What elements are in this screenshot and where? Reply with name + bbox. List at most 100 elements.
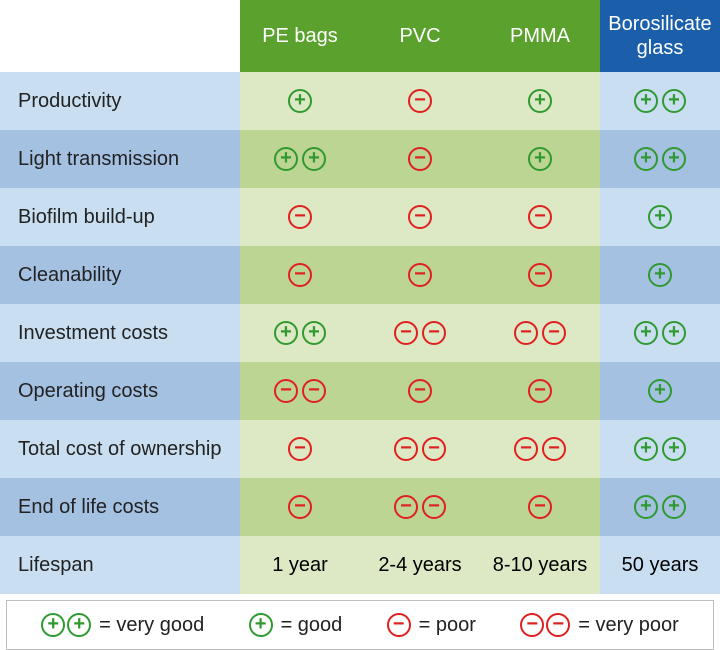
table-row: End of life costs <box>0 478 720 536</box>
minus-icon <box>528 495 552 519</box>
plus-icon <box>274 321 298 345</box>
minus-icon <box>394 321 418 345</box>
minus-icon <box>387 613 411 637</box>
col-header-pe: PE bags <box>240 0 360 72</box>
plus-icon <box>634 89 658 113</box>
minus-icon <box>528 205 552 229</box>
legend-label: = good <box>281 614 343 637</box>
plus-icon <box>41 613 65 637</box>
plus-icon <box>528 89 552 113</box>
col-header-pvc: PVC <box>360 0 480 72</box>
legend-label: = very poor <box>578 614 679 637</box>
cell-pe: 1 year <box>240 536 360 594</box>
plus-icon <box>662 321 686 345</box>
rating-plus <box>528 147 552 171</box>
row-label: Lifespan <box>0 536 240 594</box>
rating-minus_minus <box>514 321 566 345</box>
cell-pvc <box>360 72 480 130</box>
minus-icon <box>394 495 418 519</box>
rating-minus <box>387 613 411 637</box>
cell-pvc <box>360 130 480 188</box>
rating-minus_minus <box>520 613 570 637</box>
row-label: Biofilm build-up <box>0 188 240 246</box>
plus-icon <box>302 147 326 171</box>
col-header-pmma: PMMA <box>480 0 600 72</box>
row-label: End of life costs <box>0 478 240 536</box>
plus-icon <box>648 205 672 229</box>
minus-icon <box>288 495 312 519</box>
table-header-row: PE bagsPVCPMMABorosilicate glass <box>0 0 720 72</box>
rating-plus_plus <box>634 147 686 171</box>
rating-minus_minus <box>394 321 446 345</box>
rating-minus <box>408 263 432 287</box>
table-row: Investment costs <box>0 304 720 362</box>
cell-boro: 50 years <box>600 536 720 594</box>
rating-plus <box>648 205 672 229</box>
table-row: Operating costs <box>0 362 720 420</box>
rating-minus <box>288 437 312 461</box>
rating-plus <box>648 379 672 403</box>
cell-pvc <box>360 304 480 362</box>
rating-minus <box>408 379 432 403</box>
cell-boro <box>600 478 720 536</box>
cell-pvc <box>360 246 480 304</box>
cell-pmma <box>480 478 600 536</box>
plus-icon <box>634 321 658 345</box>
plus-icon <box>662 437 686 461</box>
minus-icon <box>408 379 432 403</box>
plus-icon <box>662 89 686 113</box>
cell-boro <box>600 246 720 304</box>
rating-plus <box>249 613 273 637</box>
minus-icon <box>288 205 312 229</box>
cell-pvc: 2-4 years <box>360 536 480 594</box>
cell-pmma <box>480 304 600 362</box>
minus-icon <box>408 263 432 287</box>
cell-pvc <box>360 420 480 478</box>
minus-icon <box>408 147 432 171</box>
cell-pmma <box>480 362 600 420</box>
minus-icon <box>542 321 566 345</box>
rating-plus_plus <box>274 147 326 171</box>
plus-icon <box>634 147 658 171</box>
minus-icon <box>302 379 326 403</box>
row-label: Operating costs <box>0 362 240 420</box>
minus-icon <box>546 613 570 637</box>
rating-minus_minus <box>274 379 326 403</box>
plus-icon <box>288 89 312 113</box>
legend-item: = very good <box>41 613 204 637</box>
minus-icon <box>542 437 566 461</box>
cell-pmma <box>480 72 600 130</box>
minus-icon <box>520 613 544 637</box>
rating-plus_plus <box>634 89 686 113</box>
minus-icon <box>408 89 432 113</box>
minus-icon <box>288 263 312 287</box>
plus-icon <box>662 495 686 519</box>
plus-icon <box>302 321 326 345</box>
plus-icon <box>249 613 273 637</box>
minus-icon <box>422 321 446 345</box>
cell-boro <box>600 420 720 478</box>
rating-plus <box>648 263 672 287</box>
rating-plus_plus <box>274 321 326 345</box>
minus-icon <box>528 379 552 403</box>
cell-pvc <box>360 188 480 246</box>
cell-boro <box>600 304 720 362</box>
cell-pe <box>240 478 360 536</box>
table-row: Light transmission <box>0 130 720 188</box>
cell-pe <box>240 246 360 304</box>
cell-pmma <box>480 420 600 478</box>
rating-plus_plus <box>634 321 686 345</box>
cell-pe <box>240 130 360 188</box>
cell-pe <box>240 362 360 420</box>
table-row: Total cost of ownership <box>0 420 720 478</box>
legend-label: = poor <box>419 614 476 637</box>
table-row: Cleanability <box>0 246 720 304</box>
legend-label: = very good <box>99 614 204 637</box>
table-body: ProductivityLight transmissionBiofilm bu… <box>0 72 720 594</box>
comparison-table-wrap: PE bagsPVCPMMABorosilicate glass Product… <box>0 0 720 650</box>
minus-icon <box>394 437 418 461</box>
rating-minus <box>288 495 312 519</box>
comparison-table: PE bagsPVCPMMABorosilicate glass Product… <box>0 0 720 594</box>
table-row: Lifespan1 year2-4 years8-10 years50 year… <box>0 536 720 594</box>
cell-boro <box>600 362 720 420</box>
